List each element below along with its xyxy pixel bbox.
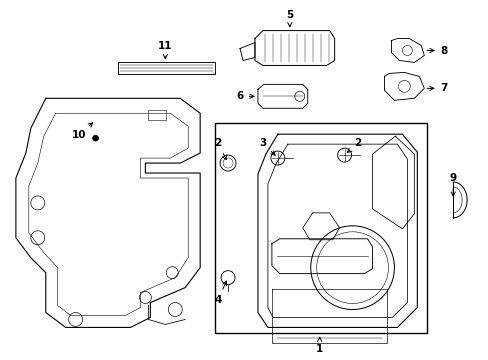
Text: 1: 1	[315, 337, 323, 354]
Text: 4: 4	[214, 281, 226, 305]
Circle shape	[92, 135, 99, 141]
Bar	[148, 110, 166, 120]
Text: 8: 8	[426, 45, 447, 55]
Text: 2: 2	[347, 138, 361, 153]
Bar	[215, 123, 427, 333]
Text: 10: 10	[71, 123, 93, 140]
Text: 11: 11	[158, 41, 172, 59]
Text: 5: 5	[285, 10, 293, 27]
Text: 2: 2	[214, 138, 226, 159]
Text: 3: 3	[259, 138, 275, 156]
Text: 9: 9	[448, 173, 456, 196]
Text: 6: 6	[236, 91, 254, 101]
Text: 7: 7	[426, 84, 447, 93]
